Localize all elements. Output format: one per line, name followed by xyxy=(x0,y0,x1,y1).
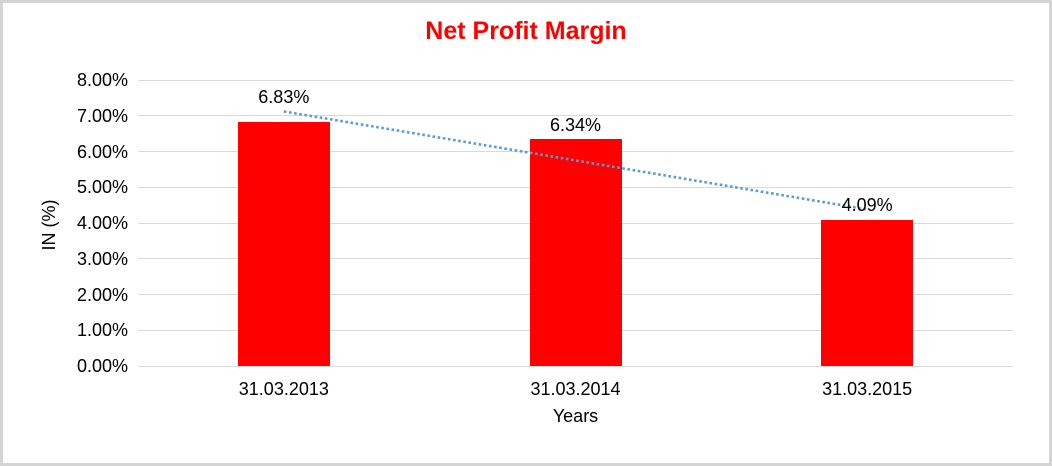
data-label: 6.34% xyxy=(549,115,602,136)
y-axis-tick-label: 7.00% xyxy=(76,105,128,126)
y-axis-tick-label: 8.00% xyxy=(76,70,128,90)
y-axis-tick-label: 1.00% xyxy=(76,320,128,341)
bar xyxy=(821,219,914,366)
gridline xyxy=(138,115,1013,117)
y-axis-tick-label: 2.00% xyxy=(76,284,128,305)
y-axis-tick-label: 6.00% xyxy=(76,141,128,162)
y-axis-tick-label: 3.00% xyxy=(76,248,128,269)
y-axis-tick-label: 5.00% xyxy=(76,177,128,198)
x-axis-category-label: 31.03.2013 xyxy=(238,379,329,399)
x-axis-category-label: 31.03.2015 xyxy=(822,379,913,399)
bar xyxy=(237,121,330,366)
data-label: 6.83% xyxy=(258,86,310,107)
gridline xyxy=(138,365,1013,367)
chart-title: Net Profit Margin xyxy=(425,17,627,45)
x-axis-title: Years xyxy=(552,406,599,426)
y-axis-tick-label: 4.00% xyxy=(76,213,128,233)
plot-area: 6.83% 6.34% 4.09% xyxy=(138,79,1013,367)
y-axis-tick-label: 0.00% xyxy=(76,356,128,376)
x-axis-category-label: 31.03.2014 xyxy=(530,379,621,399)
data-label: 4.09% xyxy=(841,194,893,215)
bar xyxy=(529,139,622,366)
gridline xyxy=(138,79,1013,81)
